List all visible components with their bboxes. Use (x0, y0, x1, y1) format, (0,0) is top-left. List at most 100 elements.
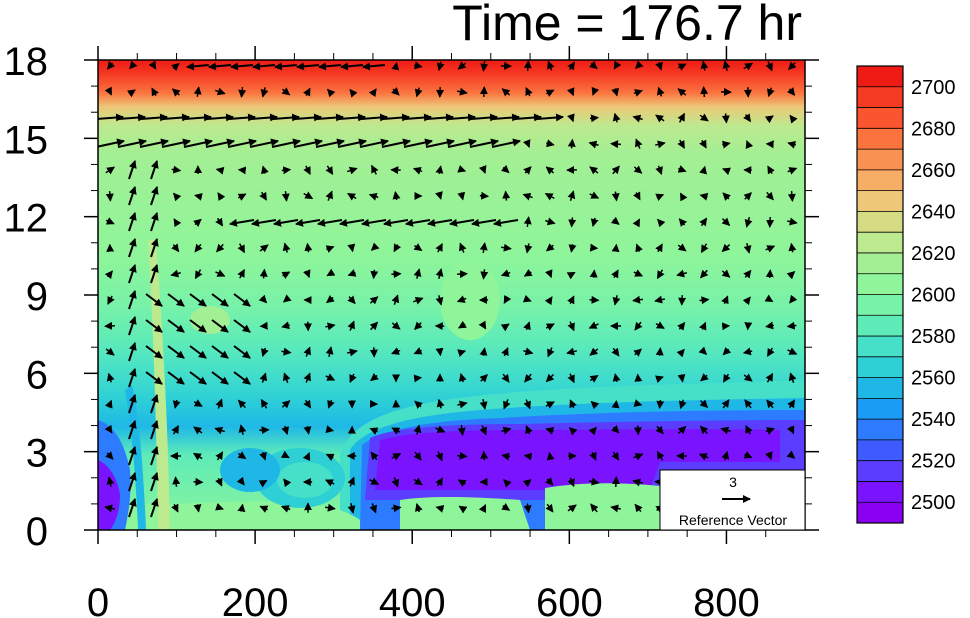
wind-vector (145, 345, 163, 359)
wind-vector (150, 394, 159, 414)
wind-vector (106, 372, 115, 383)
wind-vector (657, 86, 665, 97)
wind-vector (391, 427, 401, 435)
wind-vector (162, 113, 190, 122)
wind-vector (545, 401, 555, 409)
wind-vector (612, 373, 621, 383)
wind-vector (655, 321, 665, 329)
wind-vector (129, 60, 138, 70)
wind-vector (722, 346, 732, 356)
wind-vector (743, 62, 754, 71)
wind-vector (767, 165, 775, 175)
y-tick-label: 6 (26, 353, 48, 397)
wind-vector (612, 112, 621, 123)
wind-vector (501, 88, 511, 97)
wind-vector (128, 472, 137, 492)
wind-vector (271, 138, 301, 148)
wind-vector (339, 218, 365, 227)
colorbar-swatch (857, 66, 903, 88)
wind-vector (611, 243, 620, 253)
wind-vector (457, 451, 468, 460)
y-tick-label: 9 (26, 275, 48, 319)
colorbar-swatch (857, 294, 903, 316)
wind-vector (215, 87, 226, 96)
wind-vector (347, 295, 356, 305)
wind-vector (259, 426, 270, 435)
wind-vector (413, 243, 423, 252)
colorbar-swatch (857, 439, 903, 462)
wind-vector (479, 347, 488, 356)
wind-vector (567, 321, 575, 332)
wind-vector (193, 86, 202, 97)
wind-vector (281, 87, 291, 96)
colorbar-swatch (857, 252, 903, 275)
wind-vector (546, 139, 555, 148)
wind-vector (194, 243, 203, 253)
colorbar-label: 2540 (911, 409, 956, 431)
wind-vector (233, 319, 251, 333)
wind-vector (567, 477, 575, 488)
wind-vector (546, 451, 555, 461)
wind-vector (104, 270, 113, 280)
colorbar-swatch (857, 460, 903, 482)
wind-vector (392, 191, 401, 201)
wind-vector (105, 451, 114, 460)
wind-vector (347, 502, 356, 514)
wind-vector (742, 296, 751, 306)
wind-vector (448, 113, 476, 122)
colorbar: 2500 2520 2540 2560 2580 2600 2620 2640 2660 2680… (856, 65, 956, 524)
wind-vector (568, 217, 577, 228)
wind-vector (117, 138, 147, 148)
wind-vector (566, 87, 575, 97)
wind-vector (588, 426, 597, 436)
wind-vector (281, 321, 291, 330)
wind-vector (700, 269, 709, 279)
wind-vector (544, 296, 553, 306)
wind-vector (128, 186, 137, 206)
wind-vector (545, 503, 554, 513)
wind-vector (369, 477, 380, 485)
wind-vector (700, 60, 709, 71)
wind-vector (128, 212, 137, 232)
wind-vector (523, 269, 533, 277)
wind-vector (655, 425, 664, 435)
wind-vector (501, 373, 510, 383)
wind-vector (324, 503, 336, 512)
wind-vector (700, 86, 709, 98)
colorbar-swatch (857, 315, 903, 337)
wind-vector (698, 453, 709, 461)
wind-vector (118, 113, 146, 122)
wind-vector (523, 166, 532, 175)
wind-vector (699, 165, 707, 175)
wind-vector (567, 504, 577, 513)
wind-vector (501, 503, 511, 511)
wind-vector (303, 165, 311, 176)
wind-vector (435, 268, 444, 280)
wind-vector (237, 268, 245, 279)
wind-vector (612, 295, 621, 306)
wind-vector (98, 138, 125, 148)
wind-vector (128, 238, 137, 258)
wind-vector (259, 451, 267, 461)
wind-vector (567, 113, 575, 123)
wind-vector (457, 349, 467, 357)
wind-vector (128, 342, 137, 362)
wind-vector (743, 451, 753, 459)
wind-vector (412, 167, 423, 175)
wind-vector (743, 373, 753, 382)
colorbar-label: 2600 (911, 285, 956, 307)
wind-vector (303, 346, 311, 357)
wind-vector (184, 113, 212, 122)
wind-vector (677, 139, 685, 149)
wind-vector (743, 192, 752, 201)
wind-vector (237, 451, 247, 460)
wind-vector (544, 269, 553, 279)
wind-vector (457, 479, 467, 487)
wind-vector (523, 347, 534, 356)
wind-vector (589, 243, 599, 252)
wind-vector (347, 320, 355, 331)
wind-vector (787, 167, 798, 175)
wind-vector (588, 321, 599, 329)
wind-vector (382, 113, 410, 122)
wind-vector (478, 504, 487, 513)
